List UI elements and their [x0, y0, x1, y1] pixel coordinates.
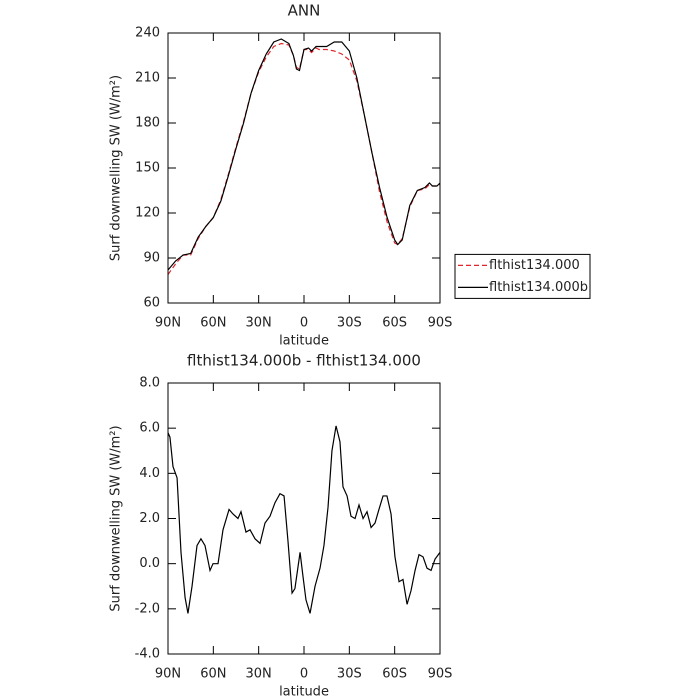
x-tick-label: 90N	[155, 316, 181, 331]
y-tick-label: 120	[135, 206, 160, 221]
y-tick-label: 210	[135, 71, 160, 86]
x-axis-label: latitude	[279, 334, 329, 349]
x-tick-label: 60S	[382, 667, 407, 682]
y-tick-label: -4.0	[135, 647, 160, 662]
legend-label: flthist134.000	[489, 258, 580, 273]
x-tick-label: 0	[300, 316, 308, 331]
x-axis-label: latitude	[279, 685, 329, 700]
data-line	[167, 38, 441, 271]
x-tick-label: 30N	[246, 667, 272, 682]
x-tick-label: 90S	[428, 667, 453, 682]
y-tick-label: 90	[143, 251, 160, 266]
x-tick-label: 60N	[200, 316, 226, 331]
legend-label: flthist134.000b	[489, 280, 588, 295]
y-tick-label: -2.0	[135, 601, 160, 616]
x-tick-label: 0	[300, 667, 308, 682]
x-tick-label: 30S	[337, 316, 362, 331]
y-tick-label: 2.0	[139, 511, 160, 526]
x-tick-label: 90S	[428, 316, 453, 331]
y-tick-label: 60	[143, 296, 160, 311]
chart-title: ANN	[288, 2, 321, 20]
chart-title: flthist134.000b - flthist134.000	[187, 352, 421, 370]
data-line	[167, 42, 441, 275]
y-tick-label: 150	[135, 161, 160, 176]
x-tick-label: 30N	[246, 316, 272, 331]
y-tick-label: 4.0	[139, 466, 160, 481]
y-tick-label: 180	[135, 116, 160, 131]
x-tick-label: 60S	[382, 316, 407, 331]
plot-frame	[167, 32, 441, 304]
data-line	[167, 425, 441, 614]
legend-box	[454, 253, 591, 299]
x-tick-label: 60N	[200, 667, 226, 682]
y-axis-label: Surf downwelling SW (W/m²)	[109, 425, 124, 611]
y-tick-label: 6.0	[139, 421, 160, 436]
x-tick-label: 30S	[337, 667, 362, 682]
y-axis-label: Surf downwelling SW (W/m²)	[109, 75, 124, 261]
plot-frame	[167, 382, 441, 655]
y-tick-label: 0.0	[139, 556, 160, 571]
y-tick-label: 8.0	[139, 376, 160, 391]
y-tick-label: 240	[135, 26, 160, 41]
x-tick-label: 90N	[155, 667, 181, 682]
